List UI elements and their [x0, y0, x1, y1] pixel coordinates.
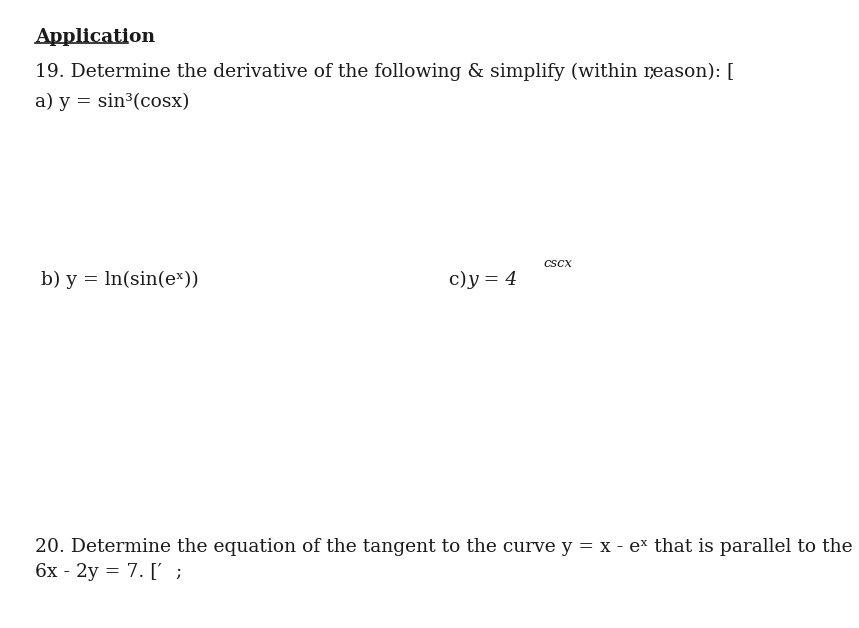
Text: b) y = ln(sin(eˣ)): b) y = ln(sin(eˣ)) [35, 271, 198, 290]
Text: ;: ; [175, 563, 181, 581]
Text: a) y = sin³(cosx): a) y = sin³(cosx) [35, 93, 190, 111]
Text: 19. Determine the derivative of the following & simplify (within reason): [: 19. Determine the derivative of the foll… [35, 63, 734, 81]
Text: c): c) [449, 271, 472, 289]
Text: 6x - 2y = 7. [′: 6x - 2y = 7. [′ [35, 563, 161, 581]
Text: y = 4: y = 4 [468, 271, 518, 289]
Text: Application: Application [35, 28, 155, 46]
Text: ;: ; [648, 63, 655, 81]
Text: cscx: cscx [543, 257, 572, 270]
Text: 20. Determine the equation of the tangent to the curve y = x - eˣ that is parall: 20. Determine the equation of the tangen… [35, 538, 859, 556]
